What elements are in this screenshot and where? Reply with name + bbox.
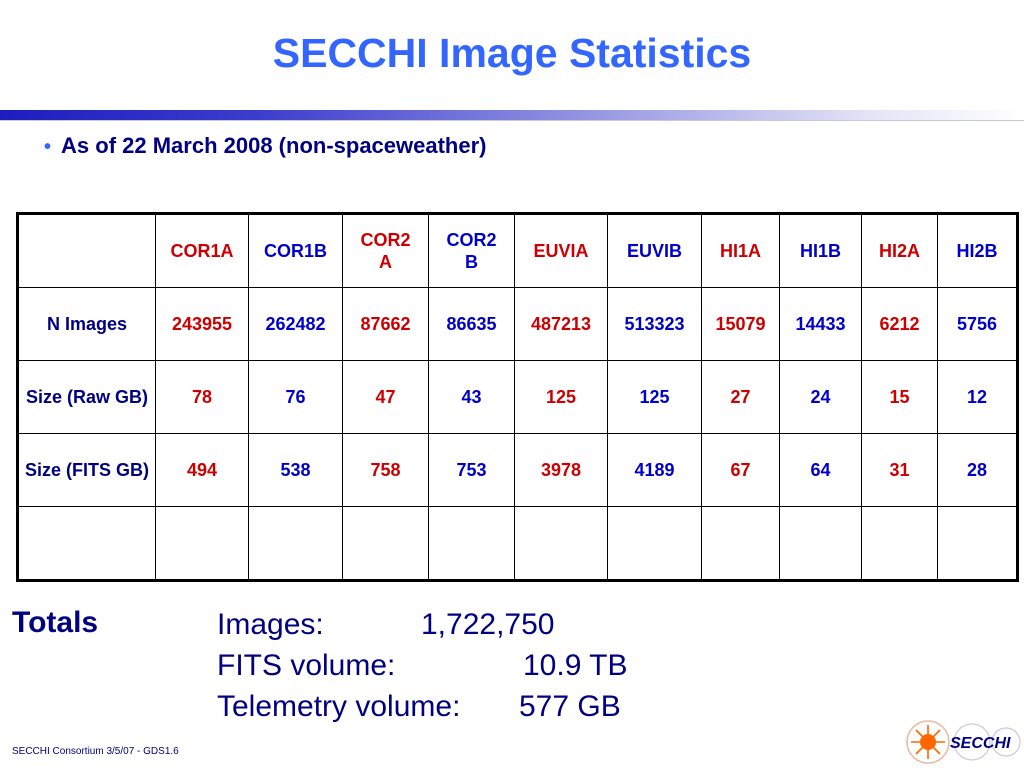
page-title: SECCHI Image Statistics: [272, 30, 752, 76]
table-cell: 87662: [342, 287, 429, 361]
table-row: Size (FITS GB) 494 538 758 753 3978 4189…: [17, 433, 1018, 507]
table-cell: 47: [342, 360, 429, 434]
table-cell: 758: [342, 433, 429, 507]
table-cell: 487213: [514, 287, 608, 361]
statistics-table: COR1A COR1B COR2 A COR2 B EUVIA EUVIB HI…: [16, 212, 1019, 582]
images-label: Images:: [217, 608, 324, 641]
secchi-sun-logo-icon: SECCHI: [906, 720, 1021, 764]
column-header-hi1b: HI1B: [779, 213, 862, 288]
table-cell: 86635: [428, 287, 515, 361]
column-header-hi2b: HI2B: [937, 213, 1018, 288]
table-cell: 31: [861, 433, 938, 507]
column-header-hi2a: HI2A: [861, 213, 938, 288]
table-cell: 6212: [861, 287, 938, 361]
table-cell: [701, 506, 780, 581]
table-row: N Images 243955 262482 87662 86635 48721…: [17, 287, 1018, 361]
table-cell: 5756: [937, 287, 1018, 361]
table-cell: [428, 506, 515, 581]
table-cell: [155, 506, 249, 581]
bullet-item: • As of 22 March 2008 (non-spaceweather): [44, 133, 487, 159]
secchi-logo: SECCHI: [904, 718, 1022, 766]
column-header-cor2a: COR2 A: [342, 213, 429, 288]
column-header-euvia: EUVIA: [514, 213, 608, 288]
table-cell: 64: [779, 433, 862, 507]
table-cell: 67: [701, 433, 780, 507]
table-row: Size (Raw GB) 78 76 47 43 125 125 27 24 …: [17, 360, 1018, 434]
logo-text: SECCHI: [950, 735, 1011, 752]
table-cell: 24: [779, 360, 862, 434]
table-cell: 15: [861, 360, 938, 434]
table-empty-row: [17, 506, 1018, 581]
column-header-euvib: EUVIB: [607, 213, 702, 288]
table-cell: 513323: [607, 287, 702, 361]
table-cell: 538: [248, 433, 343, 507]
column-header-hi1a: HI1A: [701, 213, 780, 288]
telemetry-volume-label: Telemetry volume:: [217, 690, 461, 723]
column-header-cor1b: COR1B: [248, 213, 343, 288]
table-cell: 4189: [607, 433, 702, 507]
table-cell: 76: [248, 360, 343, 434]
table-cell: 28: [937, 433, 1018, 507]
table-cell: 125: [607, 360, 702, 434]
table-cell: [342, 506, 429, 581]
table-cell: 125: [514, 360, 608, 434]
table-cell: 14433: [779, 287, 862, 361]
table-cell: [937, 506, 1018, 581]
table-cell: 262482: [248, 287, 343, 361]
table-cell: 243955: [155, 287, 249, 361]
table-cell: [607, 506, 702, 581]
table-cell: 3978: [514, 433, 608, 507]
totals-heading: Totals: [12, 606, 99, 639]
fits-volume-value: 10.9 TB: [523, 649, 628, 682]
table-cell: [248, 506, 343, 581]
table-cell: [779, 506, 862, 581]
title-divider-line: [0, 120, 1024, 121]
table-cell: 27: [701, 360, 780, 434]
table-cell: 753: [428, 433, 515, 507]
header-corner-cell: [17, 213, 156, 288]
table-cell: 12: [937, 360, 1018, 434]
fits-volume-label: FITS volume:: [217, 649, 396, 682]
row-label-size-fits: Size (FITS GB): [17, 433, 156, 507]
footer-text: SECCHI Consortium 3/5/07 - GDS1.6: [12, 746, 179, 757]
table-cell: 43: [428, 360, 515, 434]
images-value: 1,722,750: [421, 608, 555, 641]
table-cell: [514, 506, 608, 581]
table-cell: [17, 506, 156, 581]
table-cell: 15079: [701, 287, 780, 361]
table-cell: 494: [155, 433, 249, 507]
column-header-cor2b: COR2 B: [428, 213, 515, 288]
column-header-cor1a: COR1A: [155, 213, 249, 288]
telemetry-volume-value: 577 GB: [519, 690, 621, 723]
row-label-n-images: N Images: [17, 287, 156, 361]
table-cell: 78: [155, 360, 249, 434]
title-divider: [0, 110, 1024, 120]
table-header-row: COR1A COR1B COR2 A COR2 B EUVIA EUVIB HI…: [17, 213, 1018, 288]
bullet-dot-icon: •: [44, 136, 52, 158]
bullet-text: As of 22 March 2008 (non-spaceweather): [61, 133, 487, 158]
table-cell: [861, 506, 938, 581]
row-label-size-raw: Size (Raw GB): [17, 360, 156, 434]
